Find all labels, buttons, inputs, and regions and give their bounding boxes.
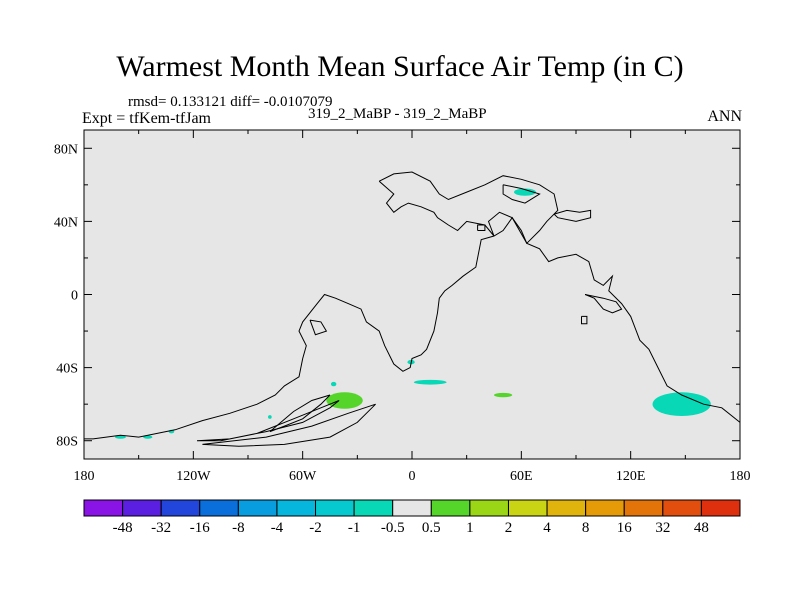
colorbar-swatch-17 [700, 499, 741, 517]
y-tick-label-2: 40N [54, 215, 78, 230]
x-tick-label-4: 0 [409, 469, 416, 484]
y-tick-label-5: 80S [56, 435, 78, 450]
colorbar-swatch-13 [546, 499, 587, 517]
stats-label: rmsd= 0.133121 diff= -0.0107079 [128, 94, 333, 110]
plot-background [84, 130, 740, 459]
colorbar-swatch-9 [392, 499, 432, 517]
anomaly-patch-5 [494, 392, 513, 398]
colorbar-swatch-2 [122, 499, 162, 517]
colorbar-swatch-12 [507, 499, 548, 517]
coastline-11 [581, 315, 588, 325]
season-label: ANN [707, 108, 742, 125]
colorbar-label-3: -16 [190, 520, 210, 536]
chart-title: Warmest Month Mean Surface Air Temp (in … [116, 50, 684, 83]
colorbar-label-11: 2 [505, 520, 513, 536]
colorbar-label-14: 16 [617, 520, 633, 536]
colorbar-label-6: -2 [309, 520, 322, 536]
colorbar-label-2: -32 [151, 520, 171, 536]
colorbar-label-8: -0.5 [381, 520, 405, 536]
colorbar-swatch-3 [160, 499, 201, 517]
coastline-1 [84, 216, 741, 440]
anomaly-patch-11 [268, 415, 272, 419]
case-label: 319_2_MaBP - 319_2_MaBP [308, 106, 487, 122]
coastline-6 [378, 171, 559, 245]
coastline-9 [553, 209, 592, 222]
colorbar-label-15: 32 [655, 520, 670, 536]
colorbar-label-1: -48 [113, 520, 133, 536]
y-tick-label-3: 0 [71, 289, 78, 304]
colorbar-swatch-14 [585, 499, 625, 517]
colorbar-label-13: 8 [582, 520, 590, 536]
colorbar-swatch-6 [276, 499, 317, 517]
coastline-4 [202, 403, 376, 447]
colorbar-label-10: 1 [466, 520, 474, 536]
colorbar-swatch-11 [469, 499, 509, 517]
experiment-label: Expt = tfKem-tfJam [82, 110, 211, 127]
anomaly-patch-2 [652, 392, 711, 417]
x-tick-label-3: 60W [289, 469, 317, 484]
anomaly-patch-1 [326, 392, 363, 409]
anomaly-patch-4 [413, 379, 447, 385]
colorbar-swatch-4 [199, 499, 239, 517]
colorbar-swatch-7 [315, 499, 355, 517]
x-tick-label-6: 120E [616, 469, 646, 484]
colorbar-swatch-1 [83, 499, 124, 517]
colorbar-label-16: 48 [694, 520, 709, 536]
colorbar-swatch-5 [237, 499, 278, 517]
anomaly-patch-7 [330, 381, 337, 387]
x-tick-label-1: 180 [74, 469, 95, 484]
coastline-2 [269, 394, 331, 433]
coastline-5 [309, 319, 328, 336]
coastline-7 [477, 224, 486, 231]
colorbar-label-5: -4 [271, 520, 284, 536]
colorbar-swatch-15 [623, 499, 664, 517]
colorbar-label-4: -8 [232, 520, 245, 536]
colorbar-swatch-8 [353, 499, 394, 517]
x-tick-label-5: 60E [510, 469, 533, 484]
anomaly-patch-3 [514, 188, 536, 196]
coastline-3 [196, 400, 340, 442]
x-tick-label-7: 180 [730, 469, 751, 484]
y-tick-label-1: 80N [54, 142, 78, 157]
anomaly-patch-8 [114, 435, 126, 439]
y-tick-label-4: 40S [56, 362, 78, 377]
colorbar-swatch-10 [430, 499, 471, 517]
colorbar-swatch-16 [662, 499, 702, 517]
coastline-8 [502, 184, 541, 204]
x-tick-label-2: 120W [176, 469, 211, 484]
coastline-10 [584, 294, 623, 314]
colorbar-label-7: -1 [348, 520, 361, 536]
colorbar-label-9: 0.5 [422, 520, 441, 536]
colorbar-label-12: 4 [543, 520, 551, 536]
